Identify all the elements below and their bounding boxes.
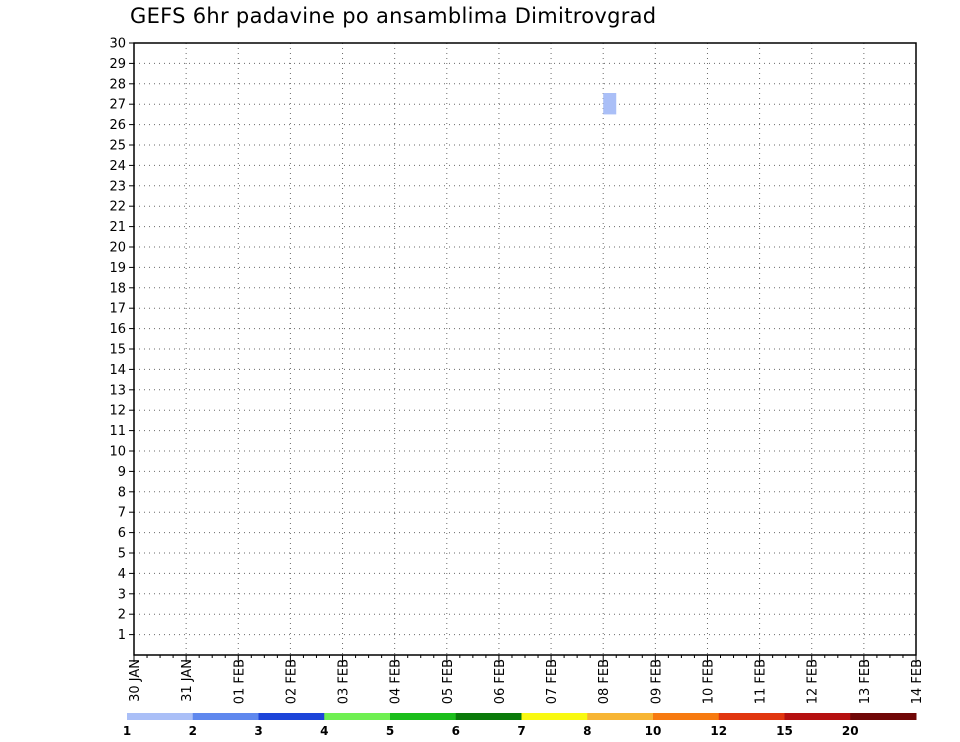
y-tick-label: 12	[109, 404, 126, 419]
y-tick-label: 1	[118, 628, 126, 643]
grid	[134, 43, 916, 655]
colorbar-swatch	[587, 713, 654, 720]
colorbar-swatch	[521, 713, 588, 720]
y-tick-label: 6	[118, 526, 126, 541]
y-tick-label: 25	[109, 139, 126, 154]
colorbar-label: 4	[320, 724, 328, 738]
y-tick-label: 23	[109, 179, 126, 194]
x-tick-label: 12 FEB	[806, 659, 821, 704]
x-tick-label: 09 FEB	[649, 659, 664, 704]
y-tick-label: 22	[109, 200, 126, 215]
x-tick-label: 08 FEB	[597, 659, 612, 704]
y-tick-label: 5	[118, 547, 126, 562]
y-tick-label: 27	[109, 98, 126, 113]
y-tick-label: 18	[109, 281, 126, 296]
colorbar-label: 7	[517, 724, 525, 738]
colorbar-label: 8	[583, 724, 591, 738]
colorbar-swatch	[127, 713, 194, 720]
y-tick-label: 26	[109, 118, 126, 133]
x-tick-label: 11 FEB	[754, 659, 769, 704]
y-tick-label: 16	[109, 322, 126, 337]
colorbar-label: 3	[254, 724, 262, 738]
y-tick-label: 9	[118, 465, 126, 480]
x-tick-label: 14 FEB	[910, 659, 925, 704]
colorbar-label: 10	[645, 724, 662, 738]
y-tick-label: 24	[109, 159, 126, 174]
colorbar-swatch	[718, 713, 785, 720]
y-tick-label: 10	[109, 445, 126, 460]
y-tick-label: 21	[109, 220, 126, 235]
y-tick-label: 13	[109, 383, 126, 398]
y-axis: 1234567891011121314151617181920212223242…	[109, 37, 134, 643]
colorbar-swatch	[390, 713, 457, 720]
colorbar-label: 15	[776, 724, 793, 738]
colorbar-swatch	[653, 713, 720, 720]
y-tick-label: 4	[118, 567, 126, 582]
y-tick-label: 30	[109, 37, 126, 52]
x-tick-label: 30 JAN	[128, 659, 143, 702]
x-tick-label: 03 FEB	[337, 659, 352, 704]
y-tick-label: 28	[109, 77, 126, 92]
colorbar-swatch	[455, 713, 522, 720]
colorbar-swatch	[258, 713, 325, 720]
x-tick-label: 31 JAN	[180, 659, 195, 702]
x-tick-label: 10 FEB	[701, 659, 716, 704]
x-tick-label: 06 FEB	[493, 659, 508, 704]
x-tick-label: 13 FEB	[858, 659, 873, 704]
colorbar-label: 2	[189, 724, 197, 738]
y-tick-label: 17	[109, 302, 126, 317]
chart-title: GEFS 6hr padavine po ansamblima Dimitrov…	[130, 4, 657, 28]
x-tick-label: 05 FEB	[441, 659, 456, 704]
colorbar-swatch	[192, 713, 259, 720]
y-tick-label: 8	[118, 485, 126, 500]
x-tick-label: 01 FEB	[232, 659, 247, 704]
colorbar-swatch	[850, 713, 917, 720]
y-tick-label: 14	[109, 363, 126, 378]
colorbar-swatch	[324, 713, 391, 720]
colorbar-label: 12	[710, 724, 727, 738]
y-tick-label: 2	[118, 608, 126, 623]
y-tick-label: 7	[118, 506, 126, 521]
precip-cell	[603, 93, 617, 115]
colorbar-swatch	[784, 713, 851, 720]
colorbar-label: 6	[452, 724, 460, 738]
y-tick-label: 19	[109, 261, 126, 276]
y-tick-label: 15	[109, 343, 126, 358]
x-axis: 30 JAN 31 JAN 01 FEB 02 FEB 03 FEB 04 FEB 05 F…	[128, 655, 925, 704]
colorbar-label: 5	[386, 724, 394, 738]
precip-cells	[603, 93, 617, 115]
colorbar-label: 1	[123, 724, 131, 738]
x-tick-label: 04 FEB	[389, 659, 404, 704]
y-tick-label: 3	[118, 587, 126, 602]
y-tick-label: 20	[109, 241, 126, 256]
x-tick-label: 07 FEB	[545, 659, 560, 704]
y-tick-label: 11	[109, 424, 126, 439]
y-tick-label: 29	[109, 57, 126, 72]
x-tick-label: 02 FEB	[284, 659, 299, 704]
colorbar-label: 20	[842, 724, 859, 738]
colorbar: 1 2 3 4 5 6 7 8 10 12 15 20	[123, 713, 917, 738]
